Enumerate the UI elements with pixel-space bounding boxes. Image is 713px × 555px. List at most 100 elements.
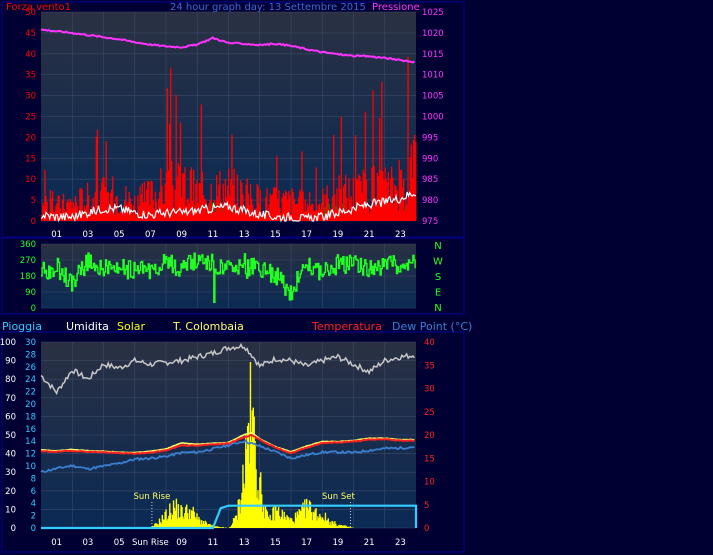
wind-bar [168, 124, 171, 221]
solar-bar [274, 520, 276, 528]
solar-bar [168, 515, 170, 528]
wind-bar [322, 188, 324, 221]
rain-tick-label: 10 [25, 462, 36, 472]
wind-bar [276, 155, 278, 221]
wind-bar [214, 212, 217, 221]
wind-bar [210, 183, 212, 221]
solar-bar [201, 524, 204, 528]
solar-bar [199, 519, 201, 528]
temperature-line [40, 434, 415, 455]
pressure-tick-label: 990 [422, 154, 438, 164]
wind-bar [401, 187, 404, 221]
solar-bar [275, 504, 277, 528]
solar-bar [291, 520, 294, 528]
solar-bar [263, 518, 266, 528]
humidity-tick-label: 10 [5, 505, 16, 515]
x-tick-label: 11 [207, 230, 218, 240]
solar-bar [172, 500, 175, 528]
wind-bar [212, 211, 215, 221]
wind-bar [165, 172, 167, 221]
wind-bar [299, 189, 301, 221]
rain-line [41, 504, 418, 530]
wind-bar [195, 184, 197, 221]
wind-bar [62, 193, 65, 221]
wind-bar [313, 211, 315, 221]
x-tick-label: 15 [270, 538, 281, 548]
solar-bar [253, 416, 255, 528]
solar-bar [310, 512, 313, 528]
solar-bar [293, 523, 296, 528]
x-tick-label: 13 [239, 538, 250, 548]
solar-bar [241, 492, 243, 528]
wind-bar [185, 206, 187, 221]
legend-pioggia: Pioggia [2, 320, 42, 333]
solar-bar [248, 463, 251, 528]
wind-bar [140, 194, 142, 221]
wind-bar [392, 177, 394, 221]
wind-bar [221, 212, 223, 221]
wind-bar [68, 202, 70, 221]
wind-bar [86, 182, 89, 221]
wind-bar [95, 136, 97, 221]
solar-bar [235, 515, 238, 528]
solar-bar [284, 516, 286, 528]
wind-bar [179, 122, 182, 221]
solar-bar [262, 506, 265, 528]
solar-bar [163, 519, 165, 528]
solar-bar [328, 524, 330, 528]
solar-bar [313, 512, 315, 528]
pressure-tick-label: 975 [422, 217, 438, 227]
wind-bar [362, 169, 364, 221]
solar-bar [192, 506, 194, 528]
wind-bar [200, 104, 202, 221]
solar-bar [242, 464, 244, 528]
pressure-tick-label: 995 [422, 133, 438, 143]
solar-bar [233, 518, 236, 528]
wind-bar [144, 201, 147, 221]
wind-bar [412, 139, 415, 221]
wind-tick-label: 5 [31, 196, 36, 206]
solar-bar [307, 510, 310, 528]
wind-bar [293, 198, 295, 221]
rain-tick-label: 28 [25, 350, 36, 360]
wind-bar [127, 201, 129, 221]
wind-bar [363, 173, 365, 221]
solar-bar [289, 519, 291, 528]
wind-bar [306, 203, 309, 221]
wind-bar [161, 185, 163, 221]
wind-bar [80, 188, 82, 221]
solar-bar [194, 516, 196, 528]
solar-bar [176, 518, 179, 528]
wind-bar [263, 215, 265, 221]
wind-bar [245, 184, 247, 221]
wind-bar [397, 210, 399, 221]
solar-bar [259, 477, 261, 528]
solar-bar [327, 518, 329, 528]
wind-bar [84, 208, 87, 221]
solar-bar [276, 510, 278, 528]
solar-bar [347, 526, 349, 528]
solar-bar [261, 494, 263, 528]
wind-bar [331, 196, 334, 221]
solar-bar [305, 518, 307, 528]
humidity-tick-label: 40 [5, 450, 16, 460]
wind-bar [257, 186, 259, 221]
solar-bar [294, 512, 297, 528]
wind-bar [334, 194, 336, 221]
compass-letter: W [433, 257, 443, 268]
wind-bar [260, 212, 263, 221]
pressure-line [41, 28, 415, 64]
wind-bar [349, 199, 351, 221]
solar-bar [269, 514, 271, 528]
wind-bar [101, 182, 103, 221]
solar-bar [206, 525, 209, 528]
wind-bar [89, 215, 91, 221]
solar-bar [299, 510, 301, 528]
wind-bar [311, 203, 313, 221]
solar-bar [321, 519, 323, 528]
wind-bar [230, 179, 232, 221]
solar-bar [181, 507, 183, 528]
wind-bar [93, 208, 95, 221]
